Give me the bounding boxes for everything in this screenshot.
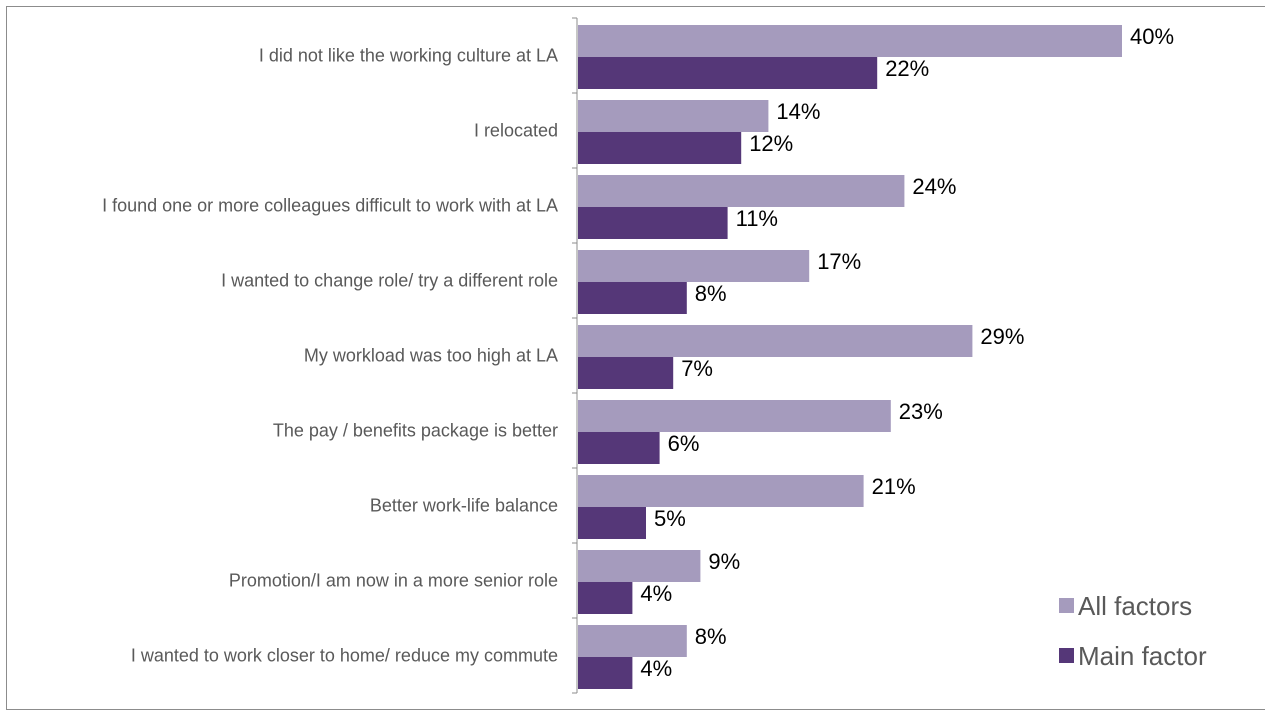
main-factor-value-label: 6% [668, 431, 700, 456]
category-label: Promotion/I am now in a more senior role [229, 571, 558, 591]
legend-label: Main factor [1078, 641, 1207, 671]
category-label: I found one or more colleagues difficult… [102, 196, 558, 216]
legend-swatch [1059, 648, 1074, 663]
main-factor-value-label: 12% [749, 131, 793, 156]
main-factor-bar [578, 132, 742, 164]
all-factors-value-label: 29% [980, 324, 1024, 349]
all-factors-bar [578, 400, 891, 432]
main-factor-value-label: 4% [640, 581, 672, 606]
main-factor-bar [578, 657, 633, 689]
all-factors-value-label: 21% [872, 474, 916, 499]
category-label: The pay / benefits package is better [273, 421, 558, 441]
chart-frame [6, 6, 1265, 710]
all-factors-value-label: 14% [776, 99, 820, 124]
category-label: I did not like the working culture at LA [259, 46, 558, 66]
all-factors-bar [578, 25, 1122, 57]
main-factor-bar [578, 507, 646, 539]
all-factors-value-label: 24% [912, 174, 956, 199]
all-factors-bar [578, 550, 701, 582]
legend-label: All factors [1078, 591, 1192, 621]
all-factors-bar [578, 100, 769, 132]
all-factors-value-label: 23% [899, 399, 943, 424]
main-factor-value-label: 11% [736, 206, 778, 231]
all-factors-bar [578, 250, 810, 282]
all-factors-value-label: 8% [695, 624, 727, 649]
category-label: I relocated [474, 121, 558, 141]
all-factors-bar [578, 325, 973, 357]
main-factor-bar [578, 207, 728, 239]
all-factors-value-label: 17% [817, 249, 861, 274]
main-factor-value-label: 7% [681, 356, 713, 381]
main-factor-bar [578, 357, 674, 389]
all-factors-bar [578, 175, 905, 207]
category-label: I wanted to change role/ try a different… [221, 271, 558, 291]
category-label: My workload was too high at LA [304, 346, 558, 366]
legend-swatch [1059, 598, 1074, 613]
main-factor-bar [578, 282, 687, 314]
all-factors-bar [578, 625, 687, 657]
main-factor-bar [578, 582, 633, 614]
category-label: I wanted to work closer to home/ reduce … [131, 646, 558, 666]
all-factors-bar [578, 475, 864, 507]
main-factor-value-label: 8% [695, 281, 727, 306]
all-factors-value-label: 40% [1130, 24, 1174, 49]
category-label: Better work-life balance [370, 496, 558, 516]
main-factor-value-label: 5% [654, 506, 686, 531]
main-factor-value-label: 22% [885, 56, 929, 81]
main-factor-bar [578, 432, 660, 464]
all-factors-value-label: 9% [708, 549, 740, 574]
main-factor-bar [578, 57, 878, 89]
main-factor-value-label: 4% [640, 656, 672, 681]
